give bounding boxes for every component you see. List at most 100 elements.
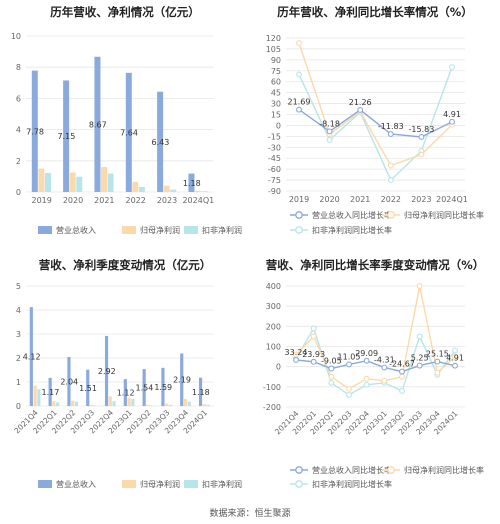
y-tick-label: 0 bbox=[276, 121, 281, 130]
bar bbox=[138, 187, 145, 192]
data-point bbox=[399, 368, 405, 375]
data-point bbox=[346, 385, 352, 392]
quarterly-growth-chart: -200 -100 0 100 200 300 400 33.2423.93-9.0511.0… bbox=[263, 282, 484, 489]
data-point bbox=[449, 64, 455, 71]
legend-label: 扣非净利润 bbox=[202, 225, 242, 235]
y-tick-label: 200 bbox=[266, 322, 281, 331]
bar bbox=[157, 91, 164, 192]
legend-marker bbox=[295, 226, 303, 234]
legend-swatch bbox=[38, 480, 52, 488]
legend-swatch bbox=[38, 226, 52, 234]
data-point bbox=[296, 106, 302, 113]
y-tick-label: -30 bbox=[268, 143, 281, 152]
data-label: -24.67 bbox=[389, 360, 415, 369]
legend-label: 扣非净利润同比增长率 bbox=[312, 479, 392, 489]
y-tick-label: 60 bbox=[271, 78, 281, 87]
x-tick-label: 2021 bbox=[94, 196, 114, 205]
bar bbox=[56, 402, 60, 406]
data-label: 2.19 bbox=[173, 376, 191, 385]
data-label: -11.83 bbox=[378, 122, 404, 131]
bar bbox=[183, 398, 188, 406]
chart-title: 历年营收、净利同比增长率情况（%） bbox=[277, 5, 473, 19]
bar bbox=[101, 167, 108, 192]
data-label: 1.18 bbox=[183, 179, 201, 188]
data-point bbox=[452, 347, 458, 354]
y-tick-label: 8 bbox=[16, 63, 21, 72]
quarterly-growth-panel: 营收、净利同比增长率季度变动情况（%） -200 -100 0 100 200 300 40… bbox=[250, 250, 500, 506]
bar bbox=[112, 401, 116, 406]
x-tick-label: 2019 bbox=[289, 195, 309, 204]
y-tick-label: 4 bbox=[16, 306, 21, 315]
y-tick-label: -90 bbox=[268, 187, 281, 196]
y-tick-label: 400 bbox=[266, 282, 281, 291]
bar bbox=[170, 189, 177, 192]
chart-title: 营收、净利同比增长率季度变动情况（%） bbox=[265, 258, 485, 272]
data-point bbox=[434, 358, 441, 365]
bar bbox=[48, 377, 52, 406]
data-point bbox=[310, 333, 317, 340]
y-tick-label: 0 bbox=[276, 363, 281, 372]
bar bbox=[89, 404, 94, 406]
y-tick-label: 0 bbox=[16, 188, 21, 197]
x-tick-label: 2023 bbox=[157, 196, 177, 205]
y-tick-label: 120 bbox=[266, 34, 281, 43]
bar bbox=[202, 404, 206, 406]
data-label: 11.05 bbox=[338, 352, 361, 361]
x-tick-label: 2022 bbox=[381, 195, 401, 204]
y-tick-label: 10 bbox=[11, 32, 21, 41]
y-tick-label: 15 bbox=[271, 111, 281, 120]
quarterly-amount-chart: 0123454.122021Q41.172022Q12.042022Q21.51… bbox=[12, 282, 242, 489]
data-point bbox=[449, 118, 455, 125]
bar bbox=[86, 369, 90, 406]
legend-swatch bbox=[184, 480, 198, 488]
bar bbox=[132, 181, 139, 192]
legend-label: 营业总收入 bbox=[56, 225, 96, 235]
bar bbox=[67, 357, 71, 406]
y-tick-label: -200 bbox=[263, 403, 281, 412]
data-label: 1.51 bbox=[79, 384, 97, 393]
data-point bbox=[326, 137, 333, 143]
bar bbox=[201, 191, 208, 192]
data-point bbox=[399, 387, 405, 394]
data-point bbox=[381, 364, 388, 371]
bar bbox=[188, 173, 195, 192]
data-label: 2.04 bbox=[60, 378, 78, 387]
data-point bbox=[293, 357, 299, 363]
series-line bbox=[298, 66, 453, 182]
y-tick-label: 90 bbox=[271, 56, 281, 65]
data-point bbox=[293, 351, 299, 358]
x-tick-label: 2024Q1 bbox=[436, 195, 468, 204]
legend-marker bbox=[295, 211, 303, 219]
data-point bbox=[381, 377, 388, 384]
bar bbox=[31, 70, 38, 192]
data-label: 1.18 bbox=[192, 388, 210, 397]
data-label: -9.05 bbox=[321, 356, 342, 365]
data-label: 7.15 bbox=[58, 132, 76, 141]
data-point bbox=[363, 375, 370, 382]
data-point bbox=[416, 283, 423, 289]
x-tick-label: 2020 bbox=[63, 196, 83, 205]
data-point bbox=[452, 353, 458, 360]
data-point bbox=[310, 325, 317, 332]
legend-label: 归母净利润 bbox=[140, 225, 180, 235]
legend-swatch bbox=[122, 226, 136, 234]
y-tick-label: -15 bbox=[268, 132, 281, 141]
bar bbox=[33, 385, 37, 406]
y-tick-label: 30 bbox=[271, 100, 281, 109]
bar bbox=[131, 398, 135, 406]
y-tick-label: 4 bbox=[16, 126, 21, 135]
data-label: 29.09 bbox=[355, 349, 378, 358]
data-point bbox=[363, 381, 370, 388]
legend-marker bbox=[295, 480, 303, 488]
data-label: 4.12 bbox=[23, 353, 41, 362]
y-tick-label: 45 bbox=[271, 89, 281, 98]
y-tick-label: 2 bbox=[16, 354, 21, 363]
y-tick-label: 105 bbox=[266, 45, 281, 54]
data-label: 21.69 bbox=[288, 98, 311, 107]
data-label: 1.59 bbox=[154, 383, 172, 392]
data-label: 6.43 bbox=[152, 138, 170, 147]
annual-growth-panel: 历年营收、净利同比增长率情况（%） -90 -75 -60 -45 -30 -15 0 15 3… bbox=[250, 0, 500, 250]
bar bbox=[165, 403, 169, 406]
data-point bbox=[346, 391, 352, 398]
bar bbox=[123, 379, 127, 406]
